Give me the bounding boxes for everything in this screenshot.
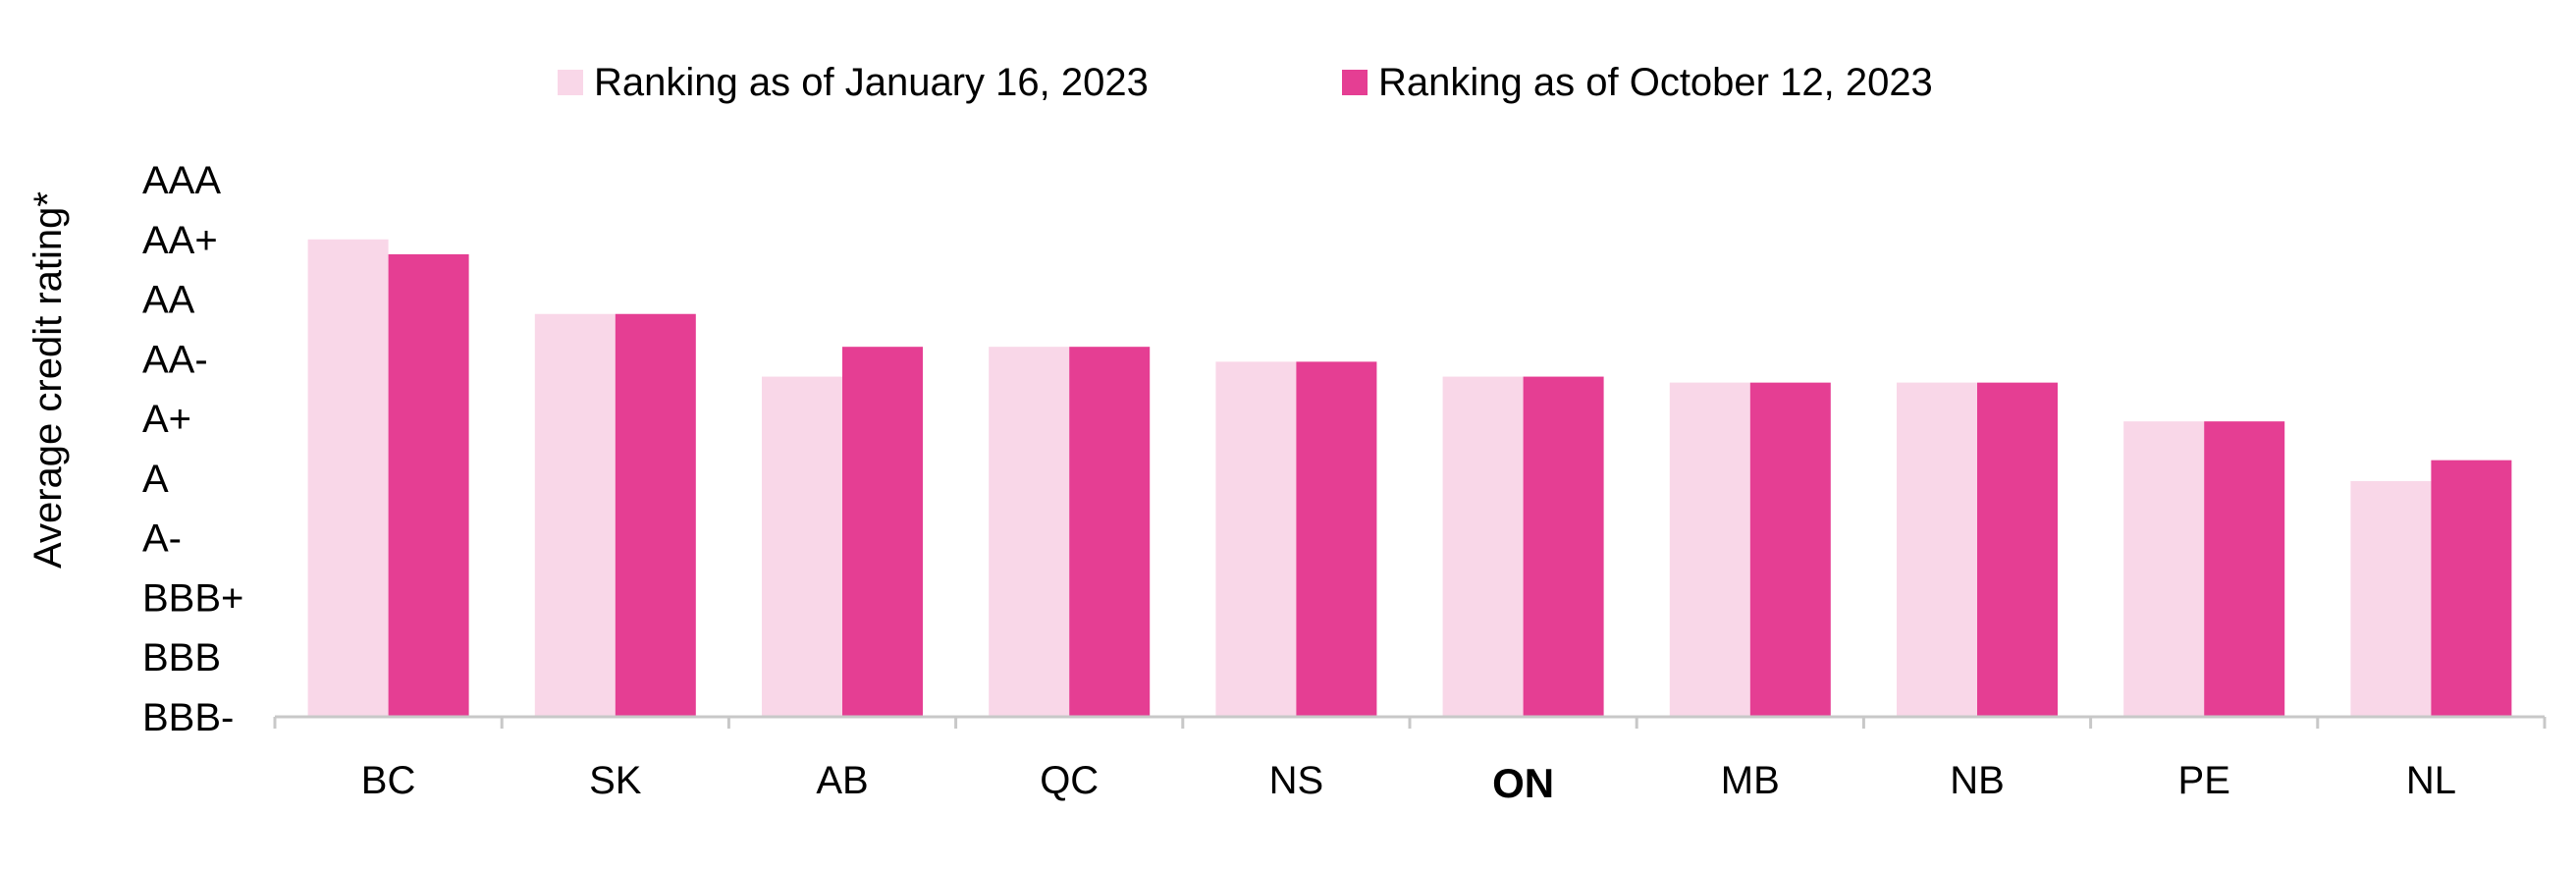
category-group [762, 347, 923, 717]
bar-oct-2023 [388, 253, 469, 717]
bar-jan-2023 [307, 239, 389, 717]
bar-jan-2023 [1897, 382, 1977, 717]
bar-oct-2023 [1069, 347, 1151, 717]
y-tick-label: AA [142, 279, 195, 322]
category-group [1669, 382, 1831, 717]
bar-jan-2023 [2123, 421, 2205, 717]
bar-jan-2023 [1669, 382, 1750, 717]
bar-jan-2023 [534, 313, 616, 717]
category-group [2350, 460, 2512, 717]
legend-label: Ranking as of October 12, 2023 [1378, 61, 1933, 104]
category-group [1442, 376, 1604, 717]
bar-oct-2023 [2431, 460, 2512, 717]
y-tick-label: A- [142, 517, 182, 561]
x-tick-label: NS [1269, 759, 1324, 802]
bar-jan-2023 [762, 376, 842, 717]
bar-jan-2023 [1442, 376, 1524, 717]
bar-oct-2023 [1296, 361, 1377, 717]
bar-oct-2023 [842, 347, 923, 717]
legend-swatch [558, 70, 583, 95]
bar-oct-2023 [2204, 421, 2285, 717]
x-tick-label: NL [2406, 759, 2456, 802]
bar-oct-2023 [1977, 382, 2058, 717]
y-tick-label: AA- [142, 338, 208, 381]
x-axis [273, 715, 2547, 729]
category-group [534, 313, 696, 717]
y-tick-label: A+ [142, 398, 191, 441]
x-tick-label: BC [361, 759, 416, 802]
x-tick-label: SK [589, 759, 642, 802]
legend-swatch [1342, 70, 1368, 95]
bar-jan-2023 [2350, 480, 2432, 717]
x-tick-label: MB [1721, 759, 1780, 802]
bar-oct-2023 [1523, 376, 1604, 717]
bar-oct-2023 [615, 313, 696, 717]
x-tick-label: PE [2178, 759, 2230, 802]
bar-oct-2023 [1749, 382, 1831, 717]
y-tick-label: AAA [142, 159, 221, 202]
y-tick-label: BBB [142, 636, 221, 679]
y-tick-label: BBB- [142, 696, 234, 739]
bar-series-group [307, 239, 2512, 717]
category-group [2123, 421, 2285, 717]
x-tick-label-highlighted: ON [1492, 760, 1554, 806]
category-group [989, 347, 1151, 717]
category-group [1215, 361, 1377, 717]
x-axis-tick-labels: BC SK AB QC NS ON MB NB PE NL [361, 759, 2456, 806]
x-tick-label: AB [816, 759, 868, 802]
y-tick-label: A [142, 458, 169, 501]
bar-jan-2023 [1215, 361, 1297, 717]
y-tick-label: BBB+ [142, 576, 243, 620]
legend: Ranking as of January 16, 2023 Ranking as… [558, 61, 1933, 104]
legend-item: Ranking as of October 12, 2023 [1342, 61, 1933, 104]
x-tick-label: QC [1040, 759, 1099, 802]
y-tick-label: AA+ [142, 219, 218, 262]
category-group [307, 239, 469, 717]
legend-label: Ranking as of January 16, 2023 [594, 61, 1149, 104]
category-group [1897, 382, 2058, 717]
x-tick-label: NB [1950, 759, 2005, 802]
bar-jan-2023 [989, 347, 1070, 717]
y-axis-title-group: Average credit rating* [27, 191, 70, 569]
y-axis-title: Average credit rating* [27, 191, 70, 569]
legend-item: Ranking as of January 16, 2023 [558, 61, 1149, 104]
